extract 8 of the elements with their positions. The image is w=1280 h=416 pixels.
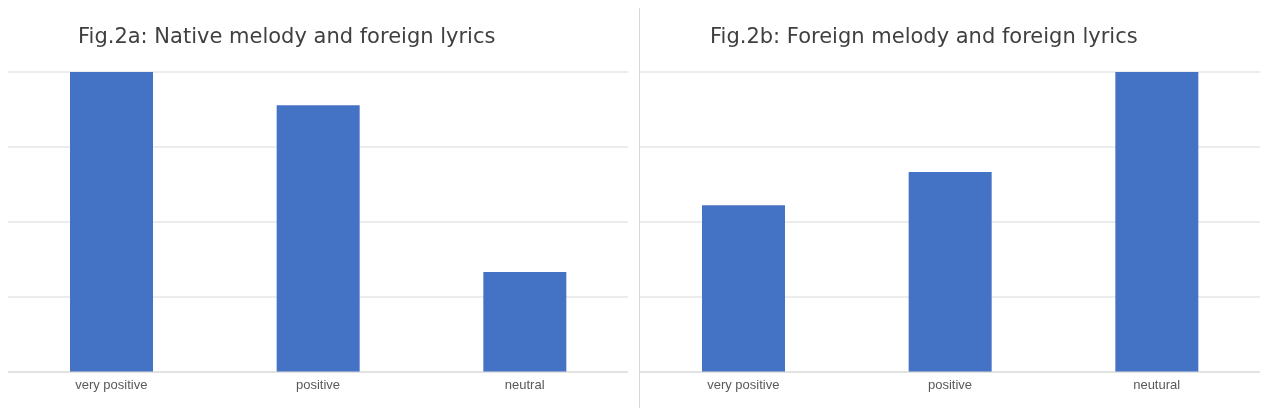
x-tick-label: positive (295, 377, 341, 393)
chart-title: Fig.2a: Native melody and foreign lyrics (77, 23, 497, 50)
x-tick-label: very positive (75, 377, 148, 393)
x-tick-label: positive (927, 377, 973, 393)
x-tick-label: neutral (504, 377, 545, 393)
x-tick-label: neutural (1133, 377, 1181, 393)
x-tick-label: very positive (707, 377, 780, 393)
chart-title: Fig.2b: Foreign melody and foreign lyrics (709, 23, 1139, 50)
